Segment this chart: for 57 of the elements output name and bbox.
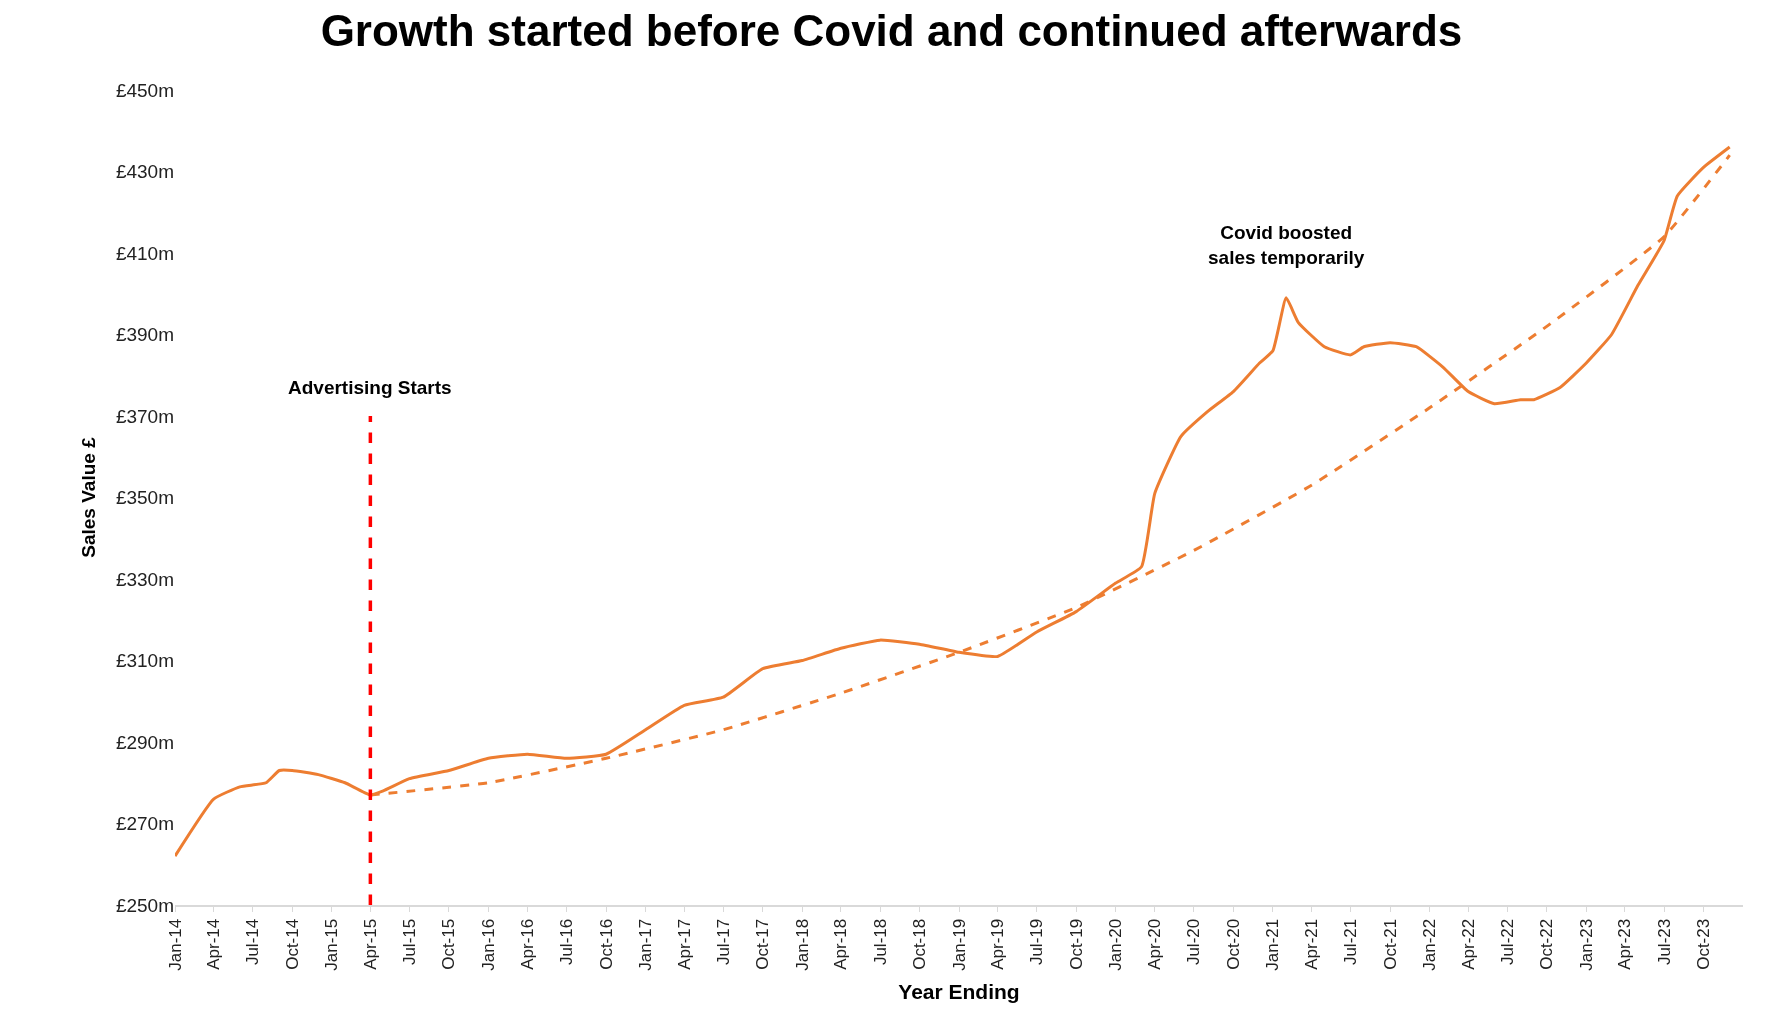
- y-tick-label: £450m: [115, 79, 174, 101]
- x-tick-label: Apr-15: [360, 918, 380, 970]
- x-tick-label: Apr-22: [1458, 918, 1478, 970]
- ref-line-label: Advertising Starts: [288, 377, 452, 398]
- x-tick-label: Apr-14: [204, 918, 224, 970]
- x-tick-label: Jul-22: [1497, 918, 1517, 966]
- x-tick-label: Jul-20: [1184, 918, 1204, 966]
- x-tick-label: Apr-20: [1145, 918, 1165, 970]
- x-tick-label: Jul-23: [1654, 918, 1674, 966]
- x-tick-label: Jul-15: [399, 918, 419, 966]
- annotation: Covid boosted sales temporarily: [1208, 222, 1365, 268]
- x-tick-label: Jan-14: [165, 918, 185, 971]
- y-tick-label: £310m: [115, 650, 174, 672]
- y-tick-label: £330m: [115, 568, 174, 590]
- y-axis-title: Sales Value £: [77, 436, 99, 558]
- y-tick-label: £410m: [115, 242, 174, 264]
- y-tick-label: £370m: [115, 405, 174, 427]
- x-tick-label: Jan-15: [322, 918, 342, 971]
- x-tick-label: Jan-18: [792, 918, 812, 971]
- y-tick-label: £390m: [115, 324, 174, 346]
- x-tick-label: Oct-14: [282, 918, 302, 970]
- x-tick-label: Jan-21: [1263, 918, 1283, 971]
- x-tick-label: Oct-16: [596, 918, 616, 970]
- x-tick-label: Jul-16: [557, 918, 577, 966]
- line-series: [175, 145, 1732, 858]
- x-tick-label: Oct-20: [1223, 918, 1243, 970]
- x-tick-label: Jul-19: [1027, 918, 1047, 966]
- x-tick-label: Jan-20: [1106, 918, 1126, 971]
- x-tick-label: Apr-23: [1615, 918, 1635, 970]
- x-tick-label: Jul-21: [1341, 918, 1361, 966]
- x-tick-label: Jul-17: [713, 918, 733, 966]
- x-tick-label: Oct-17: [753, 918, 773, 970]
- x-tick-label: Apr-21: [1302, 918, 1322, 970]
- x-tick-label: Oct-21: [1380, 918, 1400, 970]
- x-tick-label: Jan-23: [1576, 918, 1596, 971]
- x-tick-label: Oct-18: [910, 918, 930, 970]
- y-tick-label: £250m: [115, 894, 174, 916]
- x-tick-label: Apr-18: [831, 918, 851, 970]
- x-tick-label: Apr-17: [674, 918, 694, 970]
- y-tick-label: £430m: [115, 161, 174, 183]
- x-tick-label: Jan-16: [478, 918, 498, 971]
- x-axis-title: Year Ending: [898, 980, 1020, 1004]
- x-tick-label: Jan-22: [1420, 918, 1440, 971]
- y-tick-label: £350m: [115, 487, 174, 509]
- x-tick-label: Oct-23: [1694, 918, 1714, 970]
- x-tick-label: Oct-22: [1537, 918, 1557, 970]
- y-tick-label: £270m: [115, 813, 174, 835]
- x-tick-label: Oct-19: [1066, 918, 1086, 970]
- chart-title: Growth started before Covid and continued afterwards: [320, 6, 1463, 56]
- x-tick-label: Apr-16: [518, 918, 538, 970]
- x-tick-label: Apr-19: [988, 918, 1008, 970]
- x-tick-label: Jul-14: [243, 918, 263, 966]
- x-tick-label: Oct-15: [439, 918, 459, 970]
- x-tick-label: Jan-19: [949, 918, 969, 971]
- y-tick-label: £290m: [115, 731, 174, 753]
- x-tick-label: Jul-18: [870, 918, 890, 966]
- x-tick-label: Jan-17: [636, 918, 656, 971]
